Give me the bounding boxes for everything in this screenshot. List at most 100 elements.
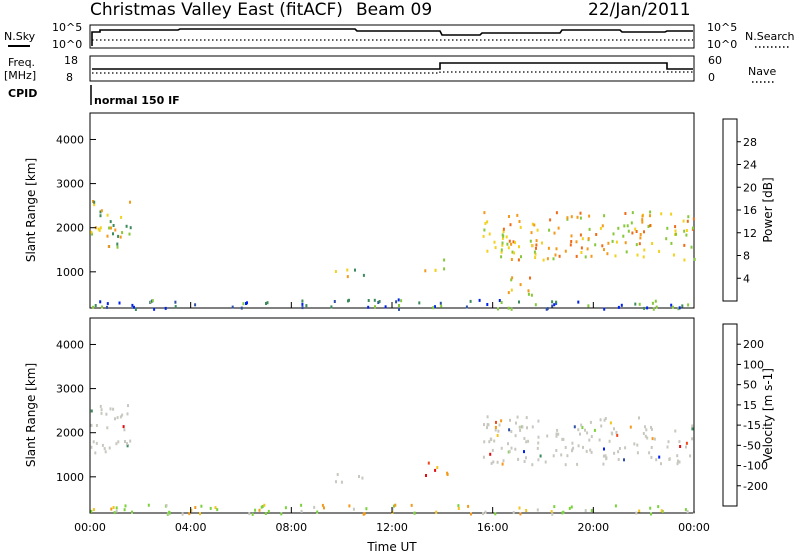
power-echo-cell bbox=[508, 215, 510, 218]
velocity-echo-cell bbox=[467, 504, 470, 508]
velocity-echo-cell bbox=[677, 459, 679, 463]
velocity-echo-cell bbox=[391, 507, 394, 511]
power-echo-cell bbox=[443, 258, 446, 262]
velocity-echo-cell bbox=[525, 456, 527, 460]
velocity-echo-cell bbox=[635, 511, 638, 515]
velocity-echo-cell bbox=[199, 512, 201, 516]
power-echo-cell bbox=[502, 227, 505, 231]
power-echo-cell bbox=[121, 231, 124, 235]
power-echo-cell bbox=[266, 301, 269, 305]
velocity-echo-cell bbox=[566, 454, 569, 458]
time-tick-label: 20:00 bbox=[577, 521, 609, 534]
velocity-echo-cell bbox=[651, 437, 654, 441]
power-echo-cell bbox=[93, 200, 96, 204]
power-echo-cell bbox=[91, 232, 93, 236]
velocity-echo-cell bbox=[497, 429, 500, 433]
velocity-echo-cell bbox=[488, 440, 491, 444]
velocity-echo-cell bbox=[114, 417, 116, 421]
power-echo-cell bbox=[100, 209, 103, 213]
power-echo-cell bbox=[518, 245, 520, 249]
freq-label-1: Freq. bbox=[8, 56, 35, 69]
velocity-echo-cell bbox=[90, 409, 93, 413]
power-ytick-label: 3000 bbox=[56, 178, 84, 191]
power-echo-cell bbox=[617, 305, 620, 309]
velocity-echo-cell bbox=[483, 423, 485, 427]
power-echo-cell bbox=[580, 246, 583, 250]
power-echo-cell bbox=[240, 306, 243, 310]
velocity-echo-cell bbox=[123, 428, 126, 432]
velocity-echo-cell bbox=[611, 432, 614, 436]
power-echo-cell bbox=[547, 246, 550, 250]
velocity-echo-cell bbox=[550, 510, 553, 514]
power-echo-cell bbox=[617, 226, 620, 230]
power-echo-cell bbox=[99, 214, 102, 218]
velocity-echo-cell bbox=[586, 431, 589, 435]
velocity-echo-cell bbox=[518, 425, 521, 429]
velocity-echo-cell bbox=[131, 510, 133, 514]
power-echo-cell bbox=[670, 212, 673, 216]
power-echo-cell bbox=[643, 230, 645, 234]
velocity-echo-cell bbox=[112, 506, 115, 509]
power-echo-cell bbox=[566, 216, 569, 220]
power-echo-cell bbox=[603, 248, 605, 252]
power-echo-cell bbox=[580, 251, 583, 254]
power-echo-cell bbox=[675, 232, 677, 236]
power-echo-cell bbox=[643, 248, 646, 252]
power-echo-cell bbox=[683, 243, 686, 247]
power-echo-cell bbox=[622, 234, 625, 238]
power-echo-cell bbox=[494, 246, 497, 250]
velocity-echo-cell bbox=[531, 463, 534, 467]
power-echo-cell bbox=[685, 233, 688, 237]
velocity-echo-cell bbox=[323, 506, 325, 510]
power-echo-cell bbox=[625, 250, 628, 254]
velocity-echo-cell bbox=[300, 509, 303, 513]
power-echo-cell bbox=[692, 226, 694, 230]
power-echo-cell bbox=[641, 214, 644, 218]
velocity-echo-cell bbox=[457, 504, 460, 508]
freq-tick-top: 18 bbox=[64, 54, 78, 67]
velocity-echo-cell bbox=[539, 454, 542, 458]
power-echo-cell bbox=[576, 215, 579, 219]
velocity-echo-cell bbox=[316, 510, 319, 514]
power-echo-cell bbox=[566, 217, 569, 221]
power-echo-cell bbox=[535, 246, 537, 250]
velocity-echo-cell bbox=[605, 457, 608, 461]
power-echo-cell bbox=[98, 228, 101, 232]
cpid-value: normal 150 IF bbox=[94, 94, 180, 107]
nsky-label: N.Sky bbox=[4, 30, 36, 43]
power-echo-cell bbox=[614, 254, 617, 258]
power-echo-cell bbox=[265, 302, 267, 305]
power-echo-cell bbox=[557, 226, 560, 230]
power-echo-cell bbox=[112, 224, 115, 227]
velocity-colorbar-tick-label: 50 bbox=[743, 379, 757, 392]
power-echo-cell bbox=[670, 241, 673, 245]
power-echo-cell bbox=[579, 216, 582, 220]
power-echo-cell bbox=[520, 255, 522, 259]
velocity-echo-cell bbox=[94, 451, 97, 455]
power-echo-cell bbox=[546, 257, 549, 261]
power-echo-cell bbox=[94, 304, 97, 307]
power-echo-cell bbox=[649, 224, 652, 227]
velocity-echo-cell bbox=[536, 446, 539, 450]
power-colorbar-tick-label: 24 bbox=[743, 159, 757, 172]
power-echo-cell bbox=[555, 247, 558, 251]
power-echo-cell bbox=[643, 306, 646, 310]
velocity-echo-cell bbox=[560, 453, 563, 457]
power-echo-cell bbox=[174, 305, 177, 309]
velocity-echo-cell bbox=[492, 460, 495, 464]
velocity-echo-cell bbox=[263, 503, 266, 507]
velocity-echo-cell bbox=[512, 511, 515, 515]
velocity-echo-cell bbox=[642, 432, 645, 435]
velocity-echo-cell bbox=[676, 454, 679, 458]
velocity-echo-cell bbox=[555, 434, 558, 438]
velocity-echo-cell bbox=[482, 512, 484, 516]
power-echo-cell bbox=[133, 305, 135, 309]
velocity-echo-cell bbox=[99, 404, 102, 408]
power-echo-cell bbox=[575, 240, 578, 244]
velocity-echo-cell bbox=[100, 408, 103, 412]
power-echo-cell bbox=[346, 275, 349, 279]
velocity-echo-cell bbox=[580, 423, 583, 427]
power-echo-cell bbox=[587, 237, 590, 241]
velocity-echo-cell bbox=[649, 506, 652, 510]
velocity-echo-cell bbox=[537, 419, 540, 423]
